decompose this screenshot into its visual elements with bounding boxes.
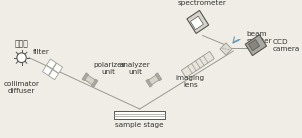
Polygon shape: [84, 74, 96, 86]
Text: 백색광: 백색광: [14, 40, 28, 49]
Polygon shape: [43, 65, 52, 75]
Circle shape: [17, 53, 26, 63]
Polygon shape: [190, 16, 203, 30]
Polygon shape: [249, 40, 260, 51]
Polygon shape: [82, 73, 88, 81]
Text: sample stage: sample stage: [115, 122, 164, 128]
Polygon shape: [47, 59, 56, 69]
Text: spectrometer: spectrometer: [178, 0, 227, 6]
Bar: [114, 111, 165, 119]
Polygon shape: [92, 79, 98, 87]
Polygon shape: [155, 73, 162, 81]
Text: CCD
camera: CCD camera: [273, 39, 300, 52]
Text: polarizer
unit: polarizer unit: [93, 62, 124, 75]
Polygon shape: [49, 70, 59, 80]
Text: collimator
diffuser: collimator diffuser: [4, 81, 40, 94]
Polygon shape: [146, 79, 152, 87]
Text: filter: filter: [33, 49, 50, 55]
Polygon shape: [245, 35, 267, 56]
Text: analyzer
unit: analyzer unit: [120, 62, 150, 75]
Polygon shape: [187, 10, 209, 33]
Polygon shape: [53, 63, 63, 73]
Text: imaging
lens: imaging lens: [176, 75, 205, 88]
Polygon shape: [182, 51, 214, 78]
Polygon shape: [220, 43, 232, 55]
Text: beam
splitter: beam splitter: [246, 31, 272, 44]
Polygon shape: [147, 74, 160, 86]
